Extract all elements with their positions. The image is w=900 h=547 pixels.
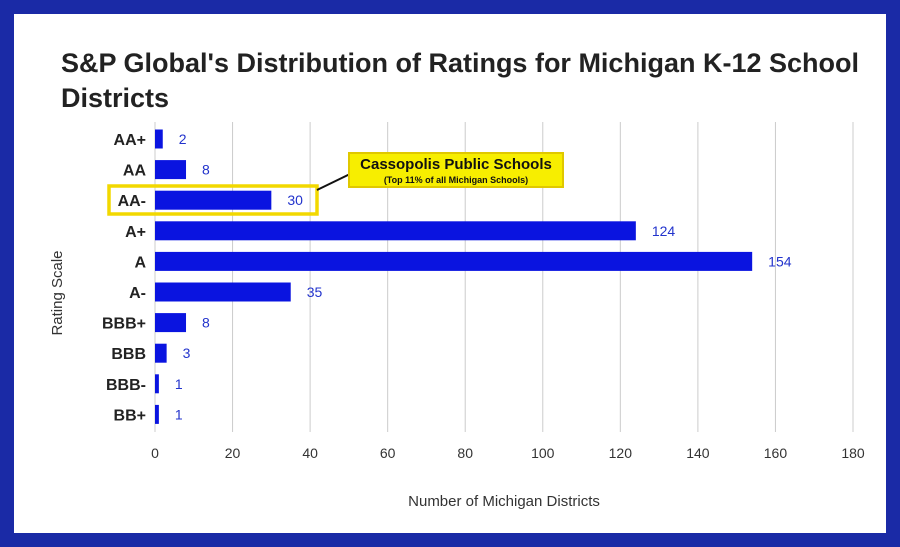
annotation-leader-line (316, 173, 351, 191)
data-label: 1 (175, 406, 183, 422)
y-tick-label: AA+ (114, 132, 146, 149)
bar (155, 343, 167, 363)
data-label: 30 (287, 192, 303, 208)
y-tick-label: BBB+ (102, 316, 146, 333)
data-label: 8 (202, 162, 210, 178)
bar (155, 251, 753, 271)
y-tick-label: BBB (111, 346, 146, 363)
y-tick-label: BB+ (114, 407, 146, 424)
x-tick-label: 100 (531, 445, 555, 461)
highlight-box (107, 184, 319, 216)
x-tick-label: 60 (380, 445, 396, 461)
bar (155, 374, 159, 394)
annotation-title: Cassopolis Public Schools (360, 156, 552, 173)
x-tick-label: 120 (609, 445, 633, 461)
data-label: 124 (652, 223, 676, 239)
annotation-subtitle: (Top 11% of all Michigan Schools) (384, 175, 528, 185)
y-tick-label: A (134, 254, 146, 271)
data-label: 2 (179, 131, 187, 147)
bar (155, 282, 291, 302)
y-tick-label: AA (123, 163, 147, 180)
y-axis-title: Rating Scale (49, 250, 66, 335)
bar (155, 160, 187, 180)
y-tick-label: A- (129, 285, 146, 302)
x-tick-label: 20 (225, 445, 241, 461)
bar (155, 404, 159, 424)
data-label: 154 (768, 253, 792, 269)
x-tick-label: 180 (841, 445, 865, 461)
x-tick-labels: 0 20 40 60 80 100 120 140 160 180 (151, 445, 865, 461)
y-tick-label: BBB- (106, 377, 146, 394)
x-tick-label: 80 (457, 445, 473, 461)
annotation-callout: Cassopolis Public Schools (Top 11% of al… (107, 152, 564, 216)
data-label: 35 (307, 284, 323, 300)
bar (155, 221, 636, 241)
bar (155, 190, 272, 210)
x-tick-label: 160 (764, 445, 788, 461)
chart-title: S&P Global's Distribution of Ratings for… (61, 48, 859, 113)
y-tick-label: AA- (118, 193, 146, 210)
x-tick-label: 0 (151, 445, 159, 461)
annotation-box (348, 152, 564, 188)
x-axis-title: Number of Michigan Districts (408, 493, 600, 510)
data-label: 3 (183, 345, 191, 361)
data-label: 8 (202, 315, 210, 331)
x-tick-label: 140 (686, 445, 710, 461)
data-label: 1 (175, 376, 183, 392)
bar (155, 129, 163, 149)
bar (155, 313, 187, 333)
x-tick-label: 40 (302, 445, 318, 461)
y-tick-label: A+ (125, 224, 146, 241)
bars (155, 129, 753, 424)
